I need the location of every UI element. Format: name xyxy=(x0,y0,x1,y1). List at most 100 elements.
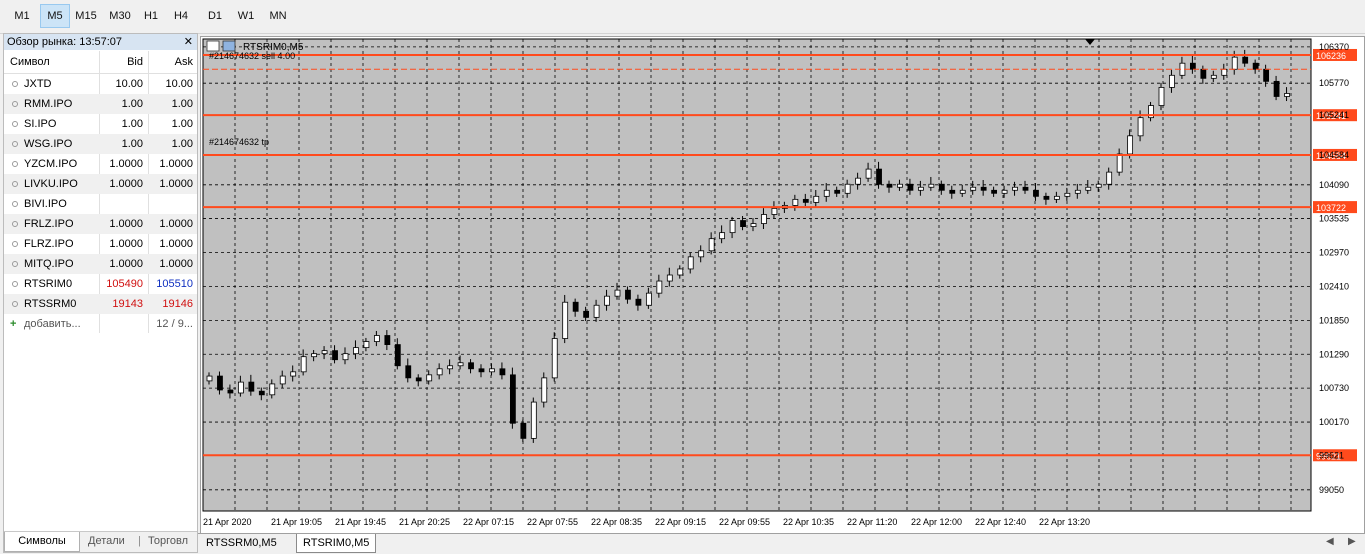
ask-cell: 1.0000 xyxy=(159,218,193,230)
x-tick-label: 22 Apr 08:35 xyxy=(591,517,642,527)
candle-body xyxy=(206,375,213,382)
status-icon xyxy=(12,281,18,287)
timeframe-h4-button[interactable]: H4 xyxy=(173,10,189,22)
bid-cell: 1.0000 xyxy=(109,178,143,190)
candle-body xyxy=(897,183,903,188)
candle-body xyxy=(468,362,474,370)
y-tick-label: 104090 xyxy=(1319,180,1349,190)
candle-body xyxy=(1085,186,1092,191)
timeframe-w1-button[interactable]: W1 xyxy=(237,10,255,22)
candle-body xyxy=(834,189,841,194)
price-level-badge xyxy=(1313,109,1357,122)
tab-symbols[interactable]: Символы xyxy=(4,532,80,552)
candle-body xyxy=(740,220,746,227)
tab-chart-rtssrm0[interactable]: RTSSRM0,M5 xyxy=(206,537,277,549)
price-chart[interactable]: 106236 105241 104584 103722 99621 #214674632 … xyxy=(201,37,1364,533)
candle-body xyxy=(436,368,443,376)
candle-body xyxy=(457,362,464,367)
candle-body xyxy=(1127,135,1134,155)
candle-body xyxy=(645,292,652,306)
candle-body xyxy=(677,268,684,276)
y-tick-label: 100730 xyxy=(1319,383,1349,393)
candle-body xyxy=(227,389,234,394)
market-watch-row[interactable]: FLRZ.IPO 1.0000 1.0000 xyxy=(4,234,197,254)
x-tick-label: 22 Apr 12:00 xyxy=(911,517,962,527)
status-icon xyxy=(12,301,18,307)
candle-body xyxy=(290,371,297,377)
x-tick-label: 22 Apr 12:40 xyxy=(975,517,1026,527)
timeframe-mn-button[interactable]: MN xyxy=(269,10,287,22)
y-tick-label: 101290 xyxy=(1319,349,1349,359)
symbol-count: 12 / 9... xyxy=(156,318,193,330)
tab-trading[interactable]: Торговл xyxy=(148,535,188,547)
candle-body xyxy=(855,177,862,185)
candle-body xyxy=(1210,74,1217,79)
add-symbol-row[interactable]: + добавить... 12 / 9... xyxy=(4,314,197,334)
market-watch-row[interactable]: JXTD 10.00 10.00 xyxy=(4,74,197,94)
ask-cell: 1.0000 xyxy=(159,258,193,270)
chart-window[interactable]: 106236 105241 104584 103722 99621 #214674632 … xyxy=(200,36,1365,534)
candle-body xyxy=(1242,56,1249,64)
status-icon xyxy=(12,181,18,187)
timeframe-m30-button[interactable]: M30 xyxy=(109,10,131,22)
symbol-cell: YZCM.IPO xyxy=(24,158,78,170)
timeframe-m1-button[interactable]: M1 xyxy=(14,10,30,22)
candle-body xyxy=(415,377,422,382)
ask-cell: 1.0000 xyxy=(159,178,193,190)
candle-body xyxy=(509,374,516,424)
market-watch-row[interactable]: RMM.IPO 1.00 1.00 xyxy=(4,94,197,114)
bid-cell: 1.00 xyxy=(121,98,143,110)
tab-chart-rtsrim0[interactable]: RTSRIM0,M5 xyxy=(296,534,377,553)
column-bid[interactable]: Bid xyxy=(127,56,143,68)
candle-body xyxy=(1231,56,1238,70)
market-watch-row[interactable]: SI.IPO 1.00 1.00 xyxy=(4,114,197,134)
candle-body xyxy=(1106,171,1113,185)
market-watch-tabs: Символы Детали | Торговл xyxy=(4,531,197,552)
market-watch-row[interactable]: MITQ.IPO 1.0000 1.0000 xyxy=(4,254,197,274)
bid-cell: 1.0000 xyxy=(109,238,143,250)
candle-body xyxy=(1252,62,1259,70)
timeframe-m15-button[interactable]: M15 xyxy=(75,10,97,22)
candle-body xyxy=(865,168,872,179)
close-icon[interactable]: ✕ xyxy=(183,36,193,48)
candle-body xyxy=(876,168,882,185)
candle-body xyxy=(384,335,391,345)
market-watch-row[interactable]: BIVI.IPO xyxy=(4,194,197,214)
ask-cell: 1.00 xyxy=(171,138,193,150)
y-tick-label: 105770 xyxy=(1319,78,1349,88)
candle-body xyxy=(593,304,600,318)
y-tick-label: 103535 xyxy=(1319,213,1349,223)
market-watch-row[interactable]: FRLZ.IPO 1.0000 1.0000 xyxy=(4,214,197,234)
market-watch-row[interactable]: RTSSRM0 19143 19146 xyxy=(4,294,197,314)
candle-body xyxy=(1284,93,1290,97)
chart-tabs: RTSSRM0,M5 RTSRIM0,M5 ◀ ▶ xyxy=(198,533,1365,554)
y-tick-label: 101850 xyxy=(1319,315,1349,325)
bid-cell: 1.0000 xyxy=(109,218,143,230)
scroll-left-icon[interactable]: ◀ xyxy=(1326,536,1334,547)
ask-cell: 1.0000 xyxy=(159,158,193,170)
status-icon xyxy=(12,221,18,227)
tab-details[interactable]: Детали xyxy=(88,535,125,547)
timeframe-d1-button[interactable]: D1 xyxy=(207,10,223,22)
chart-shift-icon xyxy=(1085,39,1095,45)
market-watch-row[interactable]: RTSRIM0 105490 105510 xyxy=(4,274,197,294)
market-watch-row[interactable]: YZCM.IPO 1.0000 1.0000 xyxy=(4,154,197,174)
candle-body xyxy=(405,365,412,379)
scroll-right-icon[interactable]: ▶ xyxy=(1348,536,1356,547)
column-ask[interactable]: Ask xyxy=(174,56,193,68)
status-icon xyxy=(12,161,18,167)
ask-cell: 105510 xyxy=(156,278,193,290)
candle-body xyxy=(1200,68,1207,79)
market-watch-row[interactable]: LIVKU.IPO 1.0000 1.0000 xyxy=(4,174,197,194)
candle-body xyxy=(719,232,726,240)
candle-body xyxy=(332,350,338,361)
price-level-label: 105241 xyxy=(1316,111,1346,121)
symbol-cell: WSG.IPO xyxy=(24,138,73,150)
timeframe-h1-button[interactable]: H1 xyxy=(143,10,159,22)
market-watch-title-text: Обзор рынка: 13:57:07 xyxy=(7,36,123,48)
candle-body xyxy=(635,298,642,306)
timeframe-m5-button[interactable]: M5 xyxy=(40,4,70,28)
market-watch-row[interactable]: WSG.IPO 1.00 1.00 xyxy=(4,134,197,154)
candle-body xyxy=(980,186,987,191)
column-symbol[interactable]: Символ xyxy=(10,56,50,68)
